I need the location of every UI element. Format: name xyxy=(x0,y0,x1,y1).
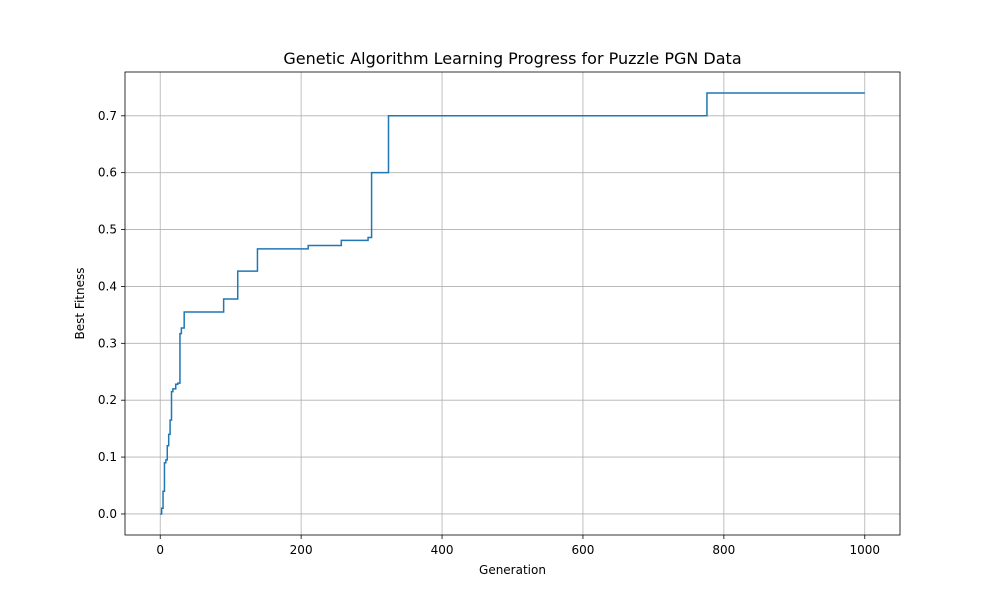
x-tick-label: 800 xyxy=(712,543,735,557)
y-tick-label: 0.4 xyxy=(98,279,117,293)
x-axis-label: Generation xyxy=(479,563,546,577)
grid-layer xyxy=(125,72,900,535)
plot-frame xyxy=(124,71,901,536)
x-tick-label: 200 xyxy=(290,543,313,557)
line-layer xyxy=(160,92,865,515)
y-tick-label: 0.5 xyxy=(98,223,117,237)
y-tick-label: 0.2 xyxy=(98,393,117,407)
y-tick-label: 0.6 xyxy=(98,166,117,180)
y-tick-label: 0.7 xyxy=(98,109,117,123)
x-tick-label: 600 xyxy=(572,543,595,557)
fitness-line xyxy=(160,92,865,515)
tick-layer: 0 200 400 600 800 1000 0.0 0.1 0.2 0.3 0.4 0.5 0.6 0.… xyxy=(98,109,880,557)
y-axis-label: Best Fitness xyxy=(73,268,87,340)
y-tick-label: 0.3 xyxy=(98,336,117,350)
chart-title: Genetic Algorithm Learning Progress for … xyxy=(283,49,741,68)
x-tick-label: 0 xyxy=(156,543,164,557)
y-tick-label: 0.1 xyxy=(98,450,117,464)
x-tick-label: 400 xyxy=(431,543,454,557)
y-tick-label: 0.0 xyxy=(98,507,117,521)
x-tick-label: 1000 xyxy=(849,543,880,557)
